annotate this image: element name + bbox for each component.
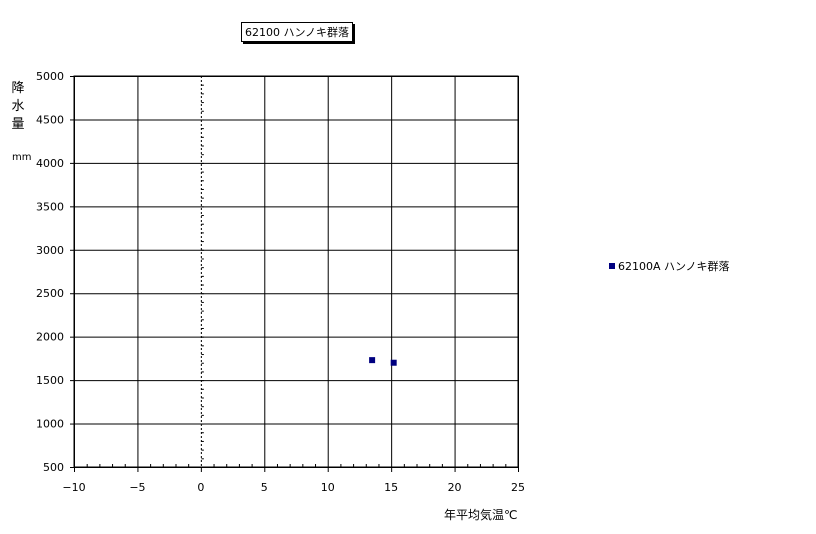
y-tick-label: 2500: [36, 287, 64, 300]
data-point: [390, 359, 397, 366]
y-tick-label: 4500: [36, 113, 64, 126]
x-tick-label: 15: [384, 481, 398, 494]
y-tick-label: 3000: [36, 244, 64, 257]
y-tick-label: 5000: [36, 70, 64, 83]
legend-label: 62100A ハンノキ群落: [618, 260, 730, 273]
y-axis-unit: mm: [12, 152, 32, 163]
x-tick-label: 5: [261, 481, 268, 494]
x-tick-label: 0: [197, 481, 204, 494]
x-tick-label: −5: [129, 481, 145, 494]
x-tick-label: 25: [511, 481, 525, 494]
x-axis-label: 年平均気温℃: [444, 508, 518, 522]
legend: 62100A ハンノキ群落: [609, 258, 729, 274]
plot-frame: [73, 75, 519, 468]
y-tick-label: 500: [43, 461, 64, 474]
y-tick-label: 1000: [36, 418, 64, 431]
y-tick-label: 2000: [36, 331, 64, 344]
y-axis-label: 降水量: [11, 81, 25, 132]
x-tick-label: −10: [62, 481, 85, 494]
x-tick-label: 20: [448, 481, 462, 494]
legend-marker: [609, 263, 615, 269]
x-tick-label: 10: [321, 481, 335, 494]
y-tick-label: 4000: [36, 157, 64, 170]
y-tick-label: 1500: [36, 374, 64, 387]
y-tick-label: 3500: [36, 200, 64, 213]
chart-title: 62100 ハンノキ群落: [241, 22, 353, 42]
data-point: [369, 357, 376, 364]
